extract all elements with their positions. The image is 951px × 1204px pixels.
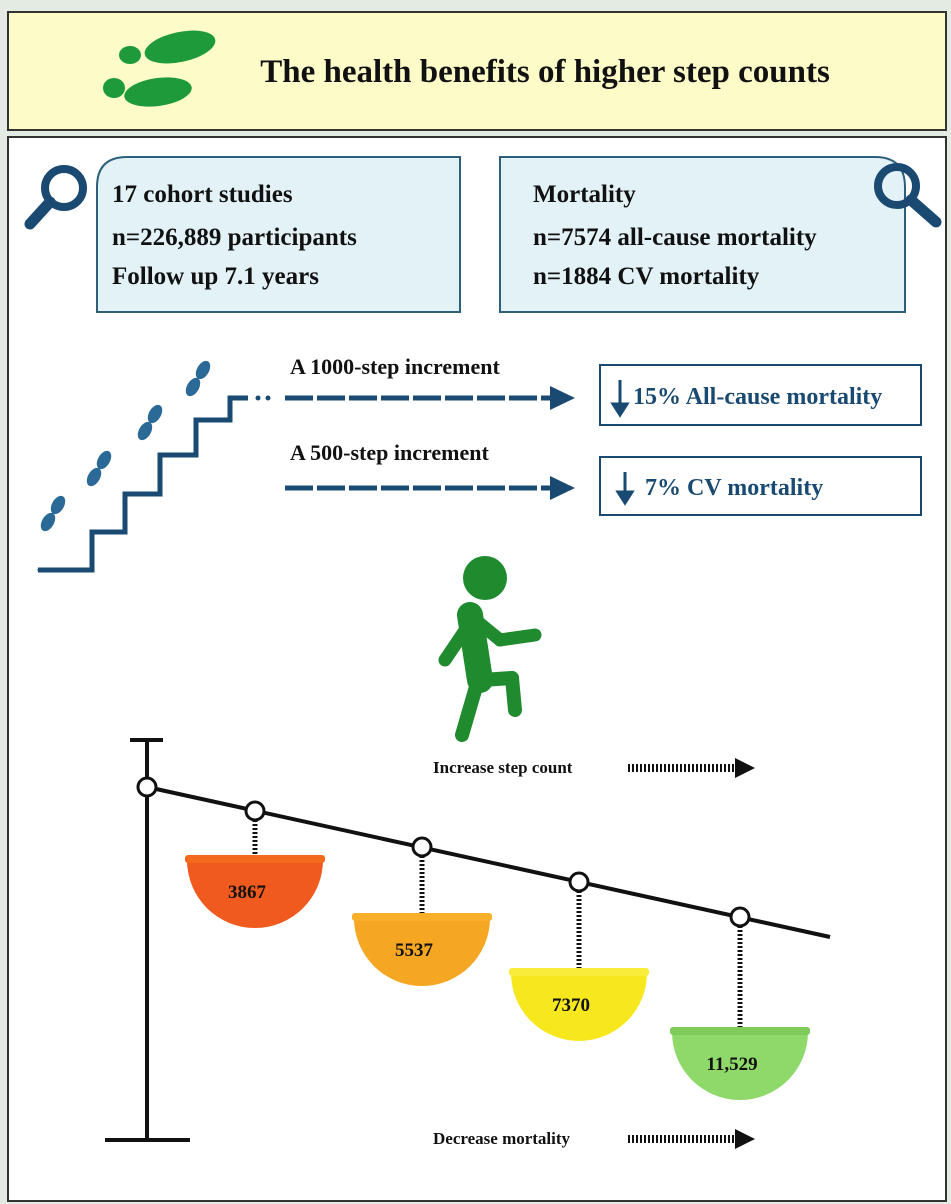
bowl-label: 11,529 bbox=[706, 1054, 757, 1075]
bowl-rim bbox=[185, 855, 325, 863]
studies-line: 17 cohort studies bbox=[112, 181, 293, 208]
increment-label: A 500-step increment bbox=[290, 440, 489, 465]
result-text: 15% All-cause mortality bbox=[633, 384, 882, 410]
infographic: The health benefits of higher step count… bbox=[0, 0, 951, 1204]
node bbox=[570, 873, 588, 891]
bowl-label: 7370 bbox=[552, 995, 590, 1016]
scale-label: Increase step count bbox=[433, 758, 573, 777]
node bbox=[246, 802, 264, 820]
title: The health benefits of higher step count… bbox=[260, 54, 830, 90]
node bbox=[138, 778, 156, 796]
bowl-rim bbox=[352, 913, 492, 921]
studies-line: Follow up 7.1 years bbox=[112, 263, 319, 290]
studies-line: n=226,889 participants bbox=[112, 224, 357, 251]
result-text: 7% CV mortality bbox=[645, 475, 823, 501]
mortality-line: n=1884 CV mortality bbox=[533, 263, 760, 290]
mortality-line: Mortality bbox=[533, 181, 636, 208]
node bbox=[731, 908, 749, 926]
node bbox=[413, 838, 431, 856]
bowl-label: 3867 bbox=[228, 882, 267, 903]
bowl-rim bbox=[509, 968, 649, 976]
page: The health benefits of higher step count… bbox=[0, 0, 951, 1204]
increment-label: A 1000-step increment bbox=[290, 354, 500, 379]
mortality-line: n=7574 all-cause mortality bbox=[533, 224, 817, 251]
bowl-rim bbox=[670, 1027, 810, 1035]
bowl-label: 5537 bbox=[395, 940, 434, 961]
scale-label: Decrease mortality bbox=[433, 1129, 571, 1148]
